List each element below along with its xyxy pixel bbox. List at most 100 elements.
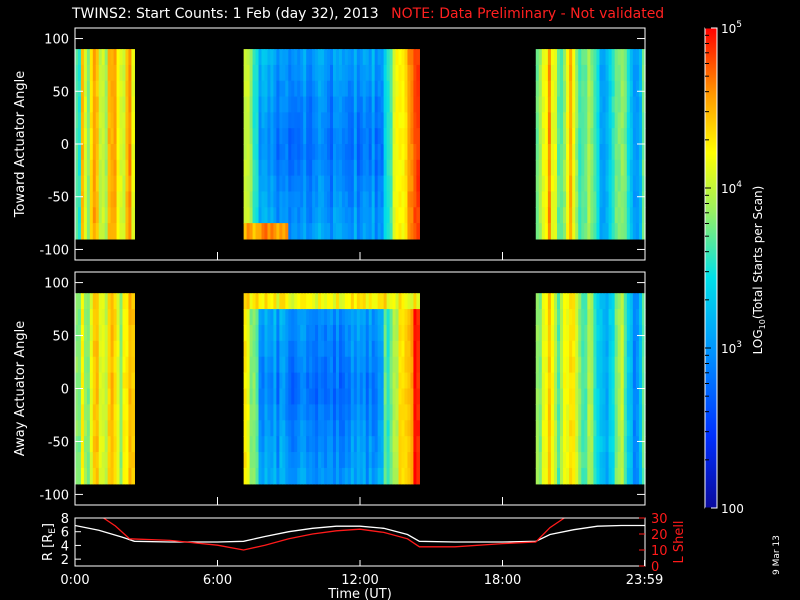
toward-cell [416, 49, 420, 66]
away-cell [86, 452, 91, 469]
toward-cell [306, 96, 310, 113]
toward-cell [635, 144, 640, 161]
toward-cell [578, 144, 582, 161]
away-cell [321, 309, 325, 326]
toward-cell [620, 223, 625, 240]
toward-cell [344, 223, 349, 240]
away-cell [584, 356, 588, 374]
away-cell [86, 467, 91, 485]
away-cell [359, 467, 364, 485]
toward-cell [92, 223, 97, 240]
away-cell [569, 467, 573, 485]
toward-cell [95, 159, 100, 177]
toward-cell [122, 207, 127, 224]
toward-cell [246, 96, 251, 113]
toward-cell [392, 64, 397, 82]
toward-cell [252, 207, 257, 224]
toward-cell [578, 191, 582, 208]
toward-cell [596, 49, 601, 66]
time-xtick-label: 6:00 [203, 573, 232, 588]
away-cell [560, 436, 564, 453]
toward-cell [617, 64, 622, 82]
away-cell [95, 324, 100, 342]
toward-cell [321, 96, 325, 113]
toward-cell [324, 80, 328, 98]
away-cell [350, 452, 355, 469]
away-cell [324, 420, 328, 437]
toward-cell [282, 96, 286, 113]
away-cell [104, 372, 109, 390]
away-cell [353, 388, 358, 405]
toward-cell [623, 144, 628, 161]
toward-cell [374, 112, 379, 129]
away-cell [584, 467, 588, 485]
away-cell [291, 388, 295, 405]
away-cell [335, 372, 340, 390]
away-cell [547, 404, 552, 421]
away-cell [297, 372, 301, 390]
away-cell [303, 467, 307, 485]
away-cell [395, 324, 400, 342]
away-cell [620, 309, 625, 326]
toward-cell [282, 144, 286, 161]
away-cell [246, 309, 251, 326]
toward-cell [569, 159, 573, 177]
away-cell [261, 309, 266, 326]
away-cell [318, 436, 322, 453]
toward-cell [623, 112, 628, 129]
toward-cell [332, 128, 337, 145]
away-cell [550, 293, 555, 310]
toward-cell [324, 207, 328, 224]
away-cell [368, 467, 373, 485]
away-cell [330, 420, 334, 437]
toward-cell [104, 49, 109, 66]
away-cell [119, 452, 124, 469]
away-cell [276, 309, 280, 326]
away-cell [276, 324, 280, 342]
away-cell [344, 436, 349, 453]
away-cell [243, 420, 248, 437]
away-cell [246, 404, 251, 421]
toward-cell [350, 159, 355, 177]
toward-cell [77, 64, 82, 82]
toward-cell [389, 80, 394, 98]
away-cell [276, 404, 280, 421]
toward-cell [544, 128, 549, 145]
toward-cell [538, 191, 543, 208]
away-cell [344, 372, 349, 390]
toward-cell [614, 175, 619, 193]
away-cell [125, 452, 130, 469]
away-cell [541, 372, 546, 390]
away-cell [407, 340, 412, 358]
toward-cell [611, 144, 616, 161]
away-cell [309, 340, 313, 358]
away-cell [92, 467, 97, 485]
away-cell [550, 372, 555, 390]
toward-cell [623, 223, 628, 240]
away-cell [575, 436, 579, 453]
away-cell [131, 436, 135, 453]
away-cell [273, 372, 277, 390]
away-cell [623, 309, 628, 326]
toward-cell [560, 175, 564, 193]
toward-cell [560, 159, 564, 177]
away-cell [371, 404, 376, 421]
away-cell [95, 452, 100, 469]
away-cell [404, 340, 409, 358]
away-cell [638, 404, 643, 421]
away-cell [365, 309, 370, 326]
toward-cell [255, 207, 260, 224]
toward-cell [95, 223, 100, 240]
away-cell [541, 452, 546, 469]
toward-cell [575, 112, 579, 129]
away-cell [282, 467, 286, 485]
toward-cell [273, 64, 277, 82]
away-cell [623, 420, 628, 437]
toward-cell [547, 223, 552, 240]
away-cell [593, 404, 598, 421]
away-cell [356, 324, 361, 342]
away-cell [392, 388, 397, 405]
toward-cell [303, 49, 307, 66]
toward-cell [279, 144, 283, 161]
away-cell [614, 436, 619, 453]
